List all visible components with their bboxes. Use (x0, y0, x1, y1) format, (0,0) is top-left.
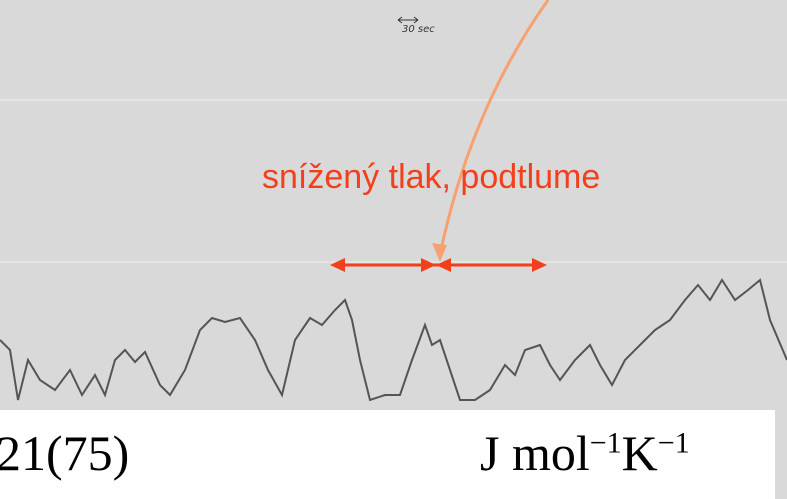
scale-label: 30 sec (402, 24, 435, 35)
unit-exponent: −1 (590, 426, 622, 459)
footer: 21(75) J mol−1K−1 (0, 410, 775, 499)
unit-part: K (622, 425, 658, 481)
unit-exponent: −1 (658, 426, 690, 459)
value: 21(75) (0, 424, 129, 482)
unit-part: J mol (480, 425, 590, 481)
slide: 30 sec snížený tlak, podtlume 21(75) J m… (0, 0, 787, 499)
annotation: snížený tlak, podtlume (262, 158, 600, 197)
unit: J mol−1K−1 (480, 424, 690, 482)
